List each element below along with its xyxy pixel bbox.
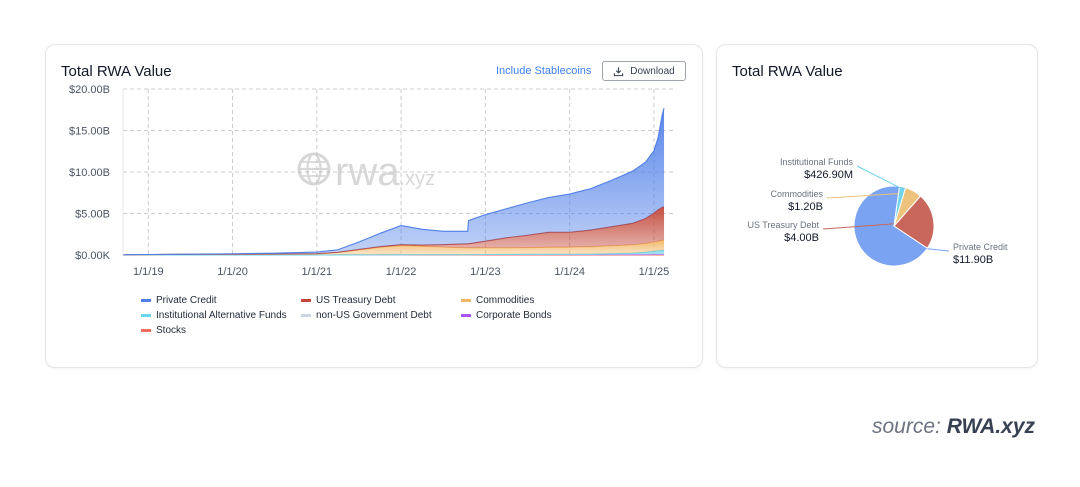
x-tick-label: 1/1/25 (639, 266, 670, 278)
x-tick-label: 1/1/20 (217, 266, 248, 278)
pie-slice-label: Institutional Funds (780, 157, 854, 167)
x-tick-label: 1/1/19 (133, 266, 164, 278)
download-button[interactable]: Download (602, 61, 686, 81)
pie-leader-line (859, 241, 950, 252)
area-series (122, 108, 665, 256)
pie-slice-label: Private Credit (953, 242, 1008, 252)
chart-grid (123, 88, 675, 255)
line-private-credit (122, 108, 665, 256)
area-private-credit (123, 108, 665, 255)
pie-slice-value: $1.20B (788, 201, 823, 213)
legend-item-non-us-government-debt[interactable]: non-US Government Debt (301, 310, 461, 321)
x-tick-label: 1/1/21 (302, 266, 333, 278)
pie-chart-card: Total RWA Value Private Credit $11.90B US … (716, 44, 1038, 368)
pie-slice-value: $426.90M (804, 169, 853, 181)
legend-swatch (301, 314, 311, 317)
globe-icon (297, 152, 331, 186)
pie-chart: Private Credit $11.90B US Treasury Debt $4.… (747, 157, 1008, 267)
legend-item-stocks[interactable]: Stocks (141, 325, 301, 336)
pie-chart-title: Total RWA Value (732, 63, 843, 80)
legend-swatch (141, 329, 151, 332)
legend-item-us-treasury-debt[interactable]: US Treasury Debt (301, 295, 461, 306)
legend-swatch (301, 299, 311, 302)
legend-item-corporate-bonds[interactable]: Corporate Bonds (461, 310, 621, 321)
legend-label: US Treasury Debt (316, 295, 396, 306)
pie-slice-value: $4.00B (784, 232, 819, 244)
area-chart-card: Total RWA Value Include Stablecoins Down… (45, 44, 703, 368)
pie-slice-label: US Treasury Debt (747, 220, 819, 230)
legend-swatch (141, 299, 151, 302)
legend-label: non-US Government Debt (316, 310, 432, 321)
x-tick-label: 1/1/22 (386, 266, 417, 278)
y-tick-label: $5.00B (75, 209, 110, 221)
legend-label: Stocks (156, 325, 187, 336)
line-us-treasury-debt (122, 206, 665, 256)
y-tick-label: $10.00B (69, 167, 110, 179)
y-tick-label: $20.00B (69, 84, 110, 96)
pie-slice-institutional-funds[interactable] (893, 185, 907, 227)
pie-leader-line (856, 165, 903, 190)
pie-slice-value: $11.90B (953, 254, 993, 266)
pie-leader-line (822, 220, 932, 230)
legend-label: Institutional Alternative Funds (156, 310, 287, 321)
legend-swatch (461, 299, 471, 302)
watermark-text: rwa.xyz (335, 150, 435, 194)
y-tick-label: $0.00K (75, 250, 111, 262)
source-brand: RWA.xyz (946, 415, 1035, 438)
legend-label: Corporate Bonds (476, 310, 552, 321)
y-tick-label: $15.00B (69, 126, 110, 138)
area-chart: rwa.xyz $0.00K $5.00B $10.00B $15.00B $20.00… (69, 84, 675, 278)
watermark: rwa.xyz (297, 150, 435, 194)
x-tick-label: 1/1/23 (470, 266, 501, 278)
pie-slice-label: Commodities (770, 189, 823, 199)
download-label: Download (630, 65, 675, 77)
source-prefix: source: (871, 415, 947, 438)
area-commodities (123, 240, 665, 255)
include-stablecoins-toggle[interactable]: Include Stablecoins (496, 65, 592, 77)
area-chart-title: Total RWA Value (61, 63, 172, 80)
legend-swatch (141, 314, 151, 317)
chart-axes: $0.00K $5.00B $10.00B $15.00B $20.00B 1/1/19 1… (69, 84, 669, 278)
legend-label: Private Credit (156, 295, 217, 306)
legend-swatch (461, 314, 471, 317)
legend-label: Commodities (476, 295, 535, 306)
x-tick-label: 1/1/24 (554, 266, 585, 278)
chart-legend: Private Credit US Treasury Debt Commoditie… (141, 295, 641, 336)
download-icon (614, 66, 624, 76)
legend-item-commodities[interactable]: Commodities (461, 295, 621, 306)
source-caption: source: RWA.xyz (872, 415, 1035, 439)
pie-slice-private-credit[interactable] (853, 185, 929, 267)
legend-item-private-credit[interactable]: Private Credit (141, 295, 301, 306)
area-us-treasury-debt (123, 206, 665, 255)
legend-item-institutional-alternative-funds[interactable]: Institutional Alternative Funds (141, 310, 301, 321)
